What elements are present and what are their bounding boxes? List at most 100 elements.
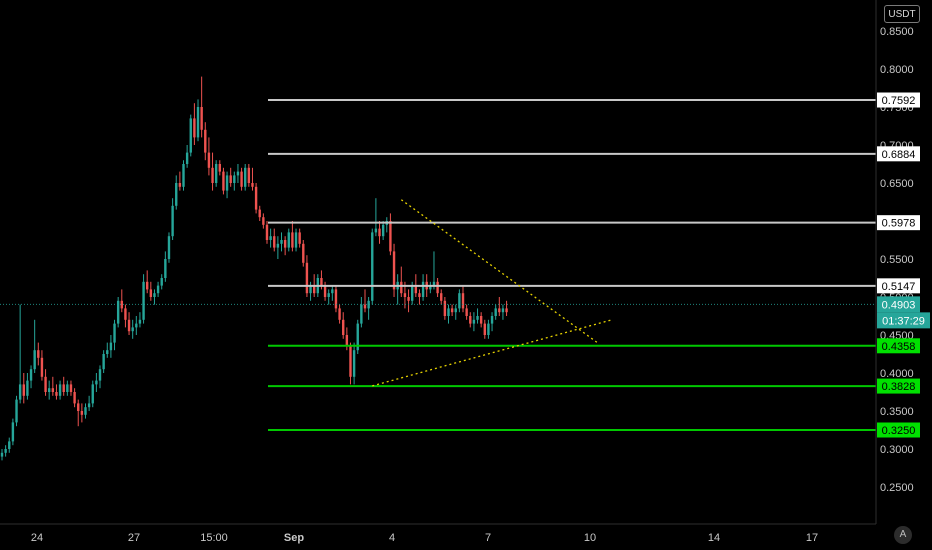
- candle-body: [113, 323, 116, 343]
- candle-body: [490, 316, 494, 324]
- candle-body: [356, 323, 359, 351]
- candle-body: [189, 118, 192, 153]
- candle-body: [505, 308, 508, 313]
- candle-body: [84, 407, 87, 415]
- candle-body: [334, 289, 338, 309]
- candle-body: [276, 243, 280, 248]
- candle-body: [443, 300, 447, 316]
- candle-body: [429, 285, 432, 290]
- candle-body: [312, 285, 316, 294]
- candle-body: [33, 350, 36, 370]
- candle-body: [8, 441, 11, 449]
- support-level-label: 0.4358: [882, 341, 916, 353]
- resistance-level-label: 0.7592: [882, 95, 916, 107]
- candle-body: [175, 183, 178, 206]
- time-axis[interactable]: 24 27 15:00 Sep 4 7 10 14 17: [31, 532, 818, 544]
- candle-body: [378, 228, 381, 237]
- time-tick-label: 7: [485, 532, 491, 544]
- support-level-label-box: [877, 378, 920, 394]
- candle-body: [432, 281, 436, 286]
- candle-body: [207, 152, 211, 168]
- candle-body: [182, 164, 185, 187]
- candle-body: [171, 205, 174, 237]
- candle-body: [62, 384, 65, 392]
- resistance-level-label-box: [877, 278, 920, 294]
- candle-body: [240, 171, 243, 187]
- candle-body: [211, 167, 214, 183]
- candle-body: [120, 300, 123, 309]
- candle-body: [131, 327, 134, 332]
- candle-body: [77, 403, 80, 411]
- candle-body: [254, 186, 258, 210]
- candle-body: [440, 293, 443, 301]
- candle-body: [37, 350, 40, 358]
- candle-body: [323, 285, 327, 297]
- candle-body: [102, 354, 105, 370]
- candle-body: [309, 285, 312, 294]
- trendline-lower[interactable]: [372, 319, 613, 387]
- candle-body: [345, 335, 349, 347]
- candle-body: [225, 175, 229, 191]
- resistance-level-label: 0.5978: [882, 218, 916, 230]
- candle-body: [305, 262, 309, 294]
- candle-body: [15, 399, 18, 423]
- candle-body: [454, 308, 457, 313]
- candle-body: [247, 167, 251, 183]
- candle-body: [327, 293, 330, 297]
- candle-body: [80, 411, 84, 415]
- candle-body: [40, 357, 44, 377]
- candle-body: [403, 293, 407, 297]
- candle-body: [283, 240, 287, 248]
- candle-body: [109, 342, 113, 351]
- price-tick-label: 0.4000: [880, 368, 914, 380]
- candle-body: [436, 281, 439, 294]
- candle-body: [450, 308, 454, 313]
- candle-body: [367, 300, 370, 309]
- last-price-label: 0.4903: [882, 299, 916, 311]
- candle-body: [95, 380, 98, 385]
- candle-body: [200, 107, 203, 130]
- trendline-upper[interactable]: [400, 199, 598, 344]
- level-labels: 0.7592 0.6884 0.5978 0.5147 0.4358 0.3828 0.32…: [877, 92, 930, 438]
- candles: [0, 76, 508, 461]
- auto-scale-button[interactable]: A: [894, 526, 912, 544]
- time-tick-label: 14: [708, 532, 720, 544]
- price-tick-label: 0.6500: [880, 178, 914, 190]
- candle-body: [160, 278, 163, 286]
- levels: [268, 99, 876, 431]
- candle-body: [51, 388, 55, 392]
- last-price-label-box: [877, 296, 920, 313]
- candle-body: [374, 228, 378, 233]
- candle-body: [116, 300, 120, 324]
- candle-body: [185, 152, 189, 164]
- candle-body: [414, 285, 418, 294]
- candle-body: [156, 285, 160, 294]
- candle-body: [487, 323, 490, 335]
- candle-body: [360, 304, 363, 324]
- support-level-label-box: [877, 422, 920, 438]
- candle-body: [349, 346, 352, 377]
- candle-body: [280, 240, 283, 244]
- currency-button[interactable]: USDT: [884, 5, 920, 23]
- candle-body: [229, 175, 232, 183]
- candle-body: [91, 384, 94, 404]
- candle-body: [400, 281, 403, 294]
- candle-body: [142, 281, 145, 320]
- candle-body: [291, 232, 294, 248]
- price-tick-label: 0.8000: [880, 64, 914, 76]
- candle-body: [214, 164, 218, 183]
- candle-body: [26, 380, 29, 396]
- candle-body: [222, 171, 225, 191]
- candle-body: [47, 388, 51, 392]
- candle-body: [287, 232, 290, 248]
- candle-body: [273, 236, 276, 248]
- time-tick-label: 10: [584, 532, 596, 544]
- candle-body: [58, 384, 62, 396]
- candle-body: [331, 289, 334, 294]
- candle-body: [178, 183, 182, 187]
- candle-body: [135, 323, 138, 328]
- resistance-level-label: 0.6884: [882, 149, 916, 161]
- candle-body: [98, 369, 102, 381]
- candle-body: [458, 293, 461, 309]
